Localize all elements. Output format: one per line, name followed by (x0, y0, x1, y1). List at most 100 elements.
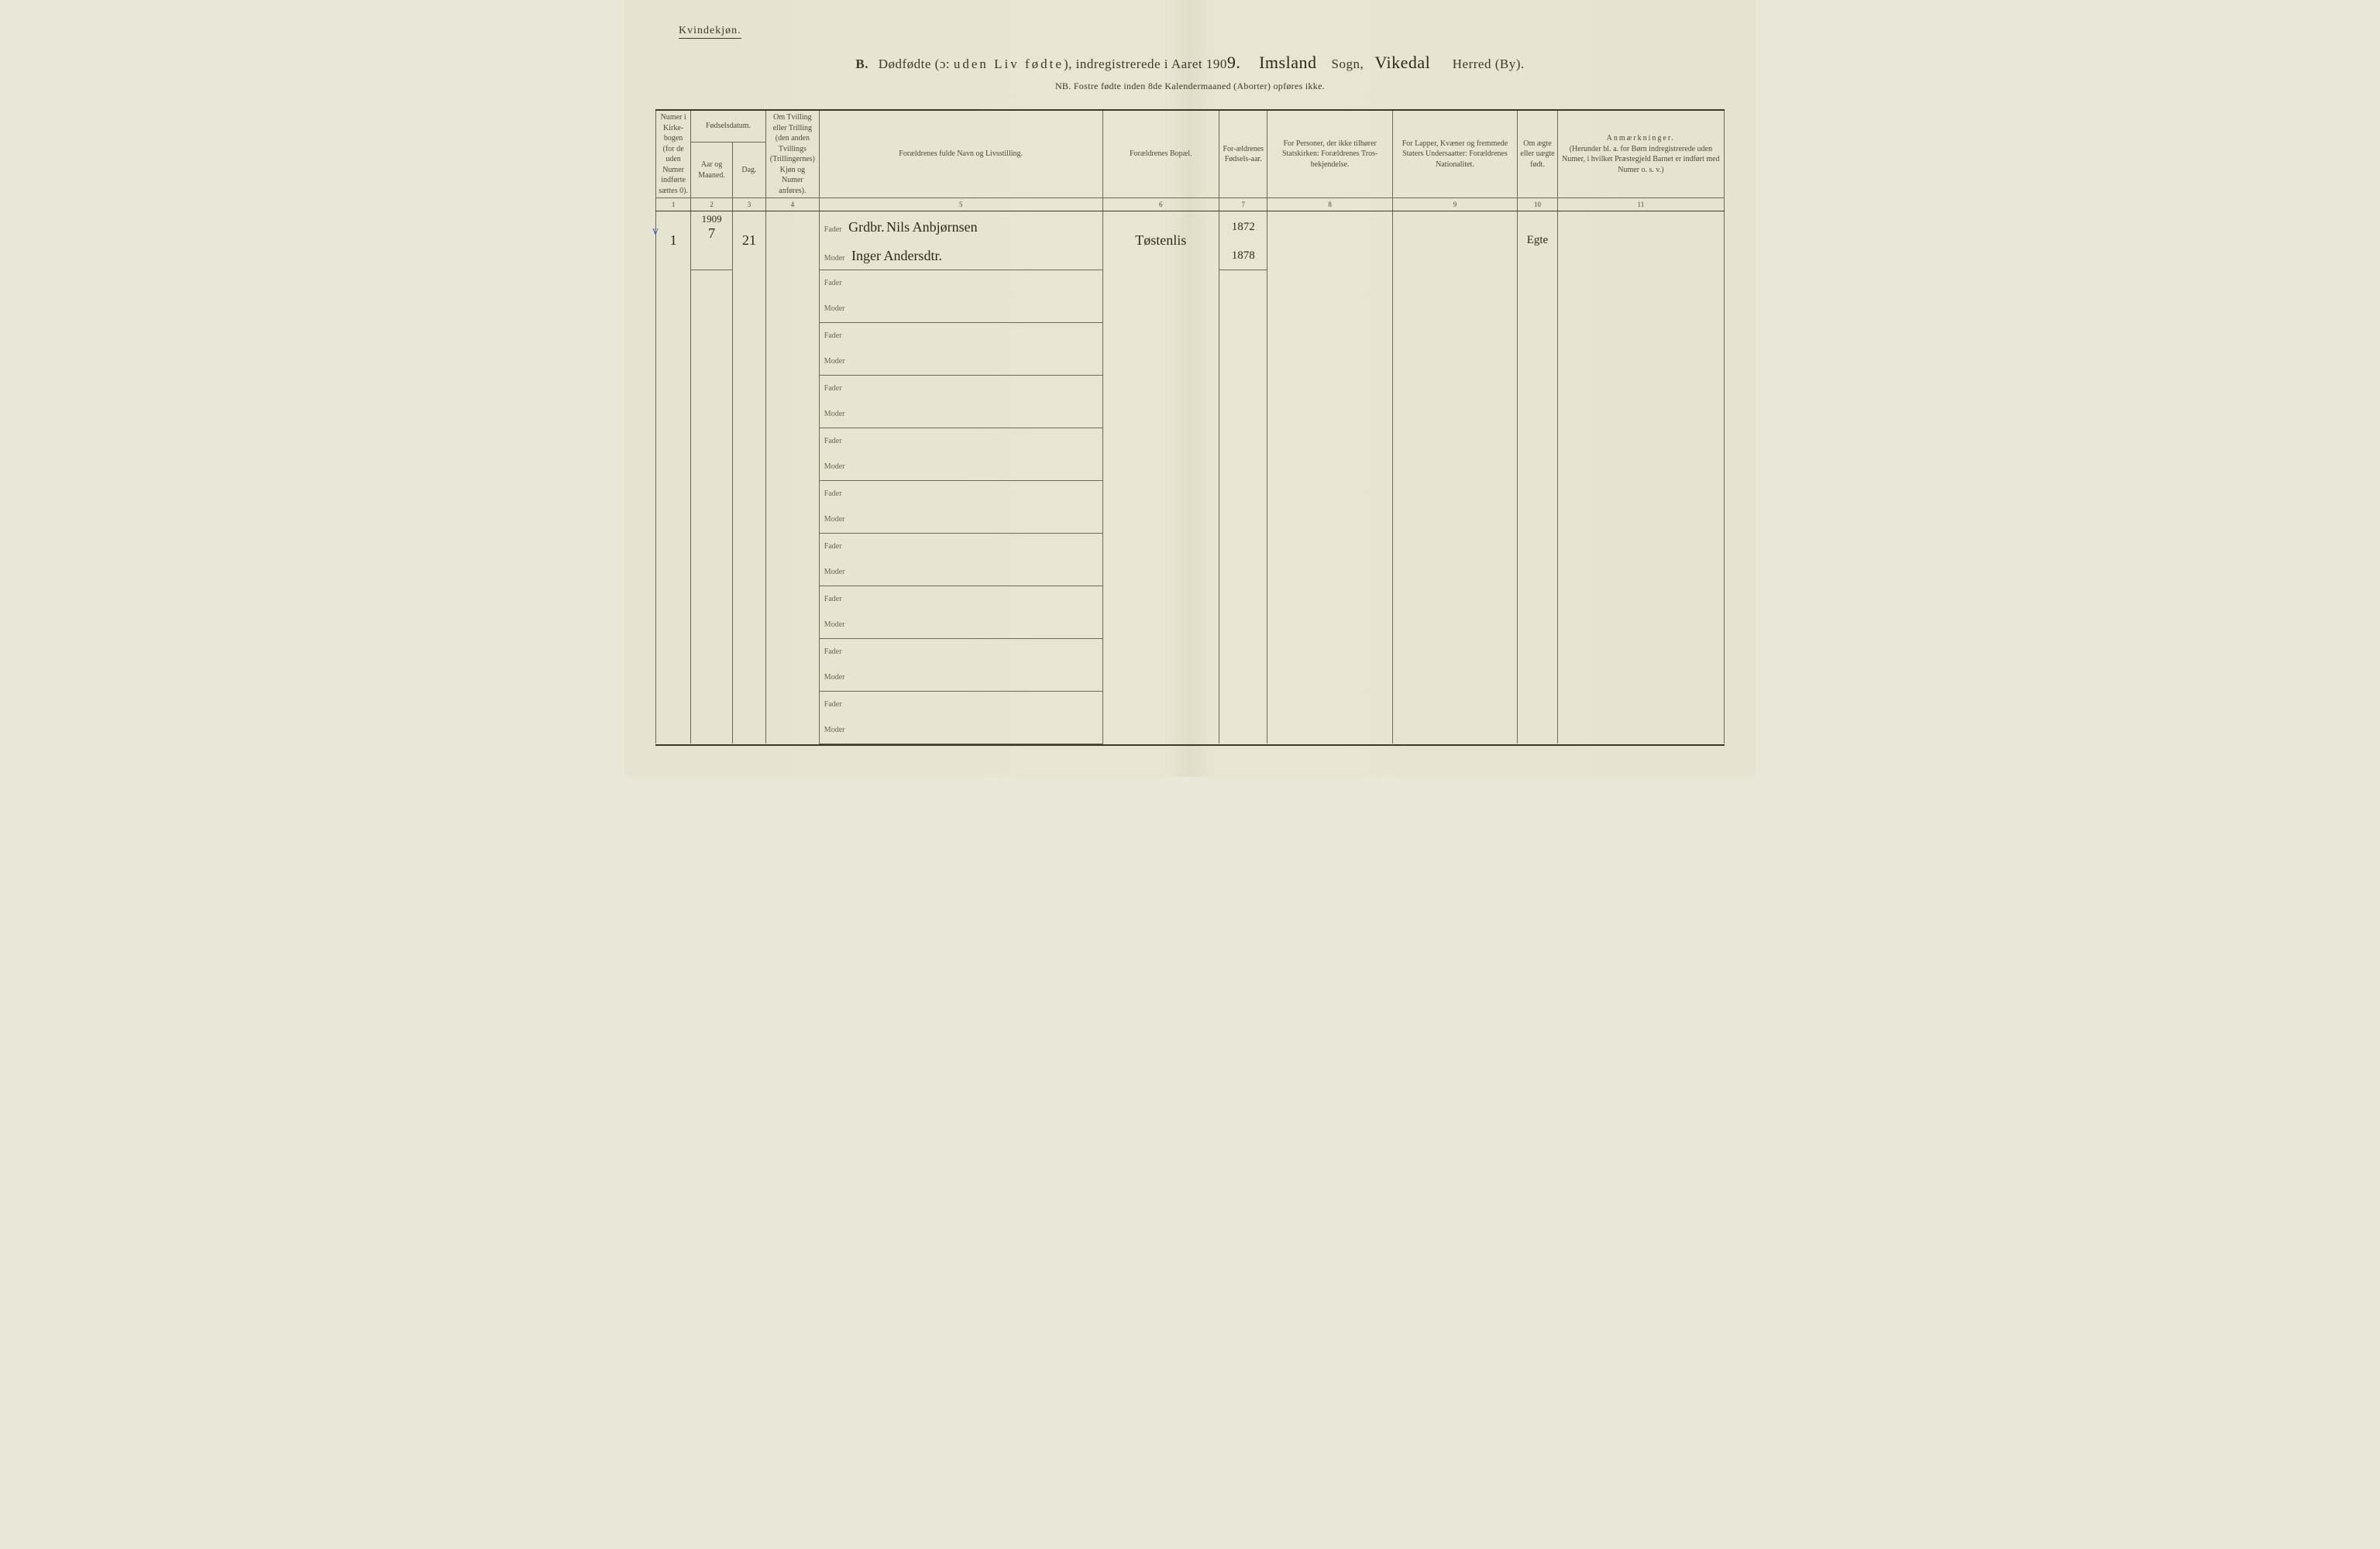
th-parents-name: Forældrenes fulde Navn og Livsstilling. (819, 111, 1102, 198)
cell-notes (1557, 533, 1724, 586)
th-bopael: Forældrenes Bopæl. (1102, 111, 1219, 198)
cell-legit (1518, 586, 1558, 638)
cell-religion (1267, 322, 1392, 375)
colnum-10: 10 (1518, 198, 1558, 211)
cell-fader: Fader (819, 375, 1102, 401)
cell-yearmonth (691, 480, 733, 533)
cell-tvilling (765, 586, 819, 638)
cell-legit (1518, 533, 1558, 586)
cell-fader: Fader (819, 533, 1102, 559)
ledger-body: 1 1909 7 21 Fader Grdbr. Nils Anbjørnsen… (656, 211, 1725, 744)
cell-bopael: Tøstenlis (1102, 211, 1219, 270)
cell-moder: Moder (819, 401, 1102, 428)
cell-day: 21 (732, 211, 765, 270)
cell-religion (1267, 638, 1392, 691)
cell-fader: Fader Grdbr. Nils Anbjørnsen (819, 211, 1102, 244)
colnum-8: 8 (1267, 198, 1392, 211)
cell-nat (1392, 533, 1517, 586)
cell-notes (1557, 211, 1724, 270)
cell-legit (1518, 480, 1558, 533)
cell-fader-year: 1872 (1219, 211, 1267, 244)
cell-birthyears (1219, 638, 1267, 691)
table-row: Fader (656, 270, 1725, 296)
th-tvilling: Om Tvilling eller Trilling (den anden Tv… (765, 111, 819, 198)
cell-fader: Fader (819, 691, 1102, 717)
section-letter: B. (855, 57, 868, 71)
cell-day (732, 533, 765, 586)
sogn-hand: Imsland (1259, 53, 1316, 73)
cell-num (656, 533, 691, 586)
cell-fader: Fader (819, 586, 1102, 612)
cell-birthyears (1219, 691, 1267, 744)
table-row: 1 1909 7 21 Fader Grdbr. Nils Anbjørnsen… (656, 211, 1725, 244)
cell-birthyears (1219, 428, 1267, 480)
cell-notes (1557, 270, 1724, 322)
colnum-11: 11 (1557, 198, 1724, 211)
cell-moder: Moder (819, 665, 1102, 691)
table-row: Fader (656, 480, 1725, 507)
table-row: Fader (656, 322, 1725, 349)
cell-num (656, 638, 691, 691)
cell-moder: Moder (819, 717, 1102, 744)
cell-num (656, 375, 691, 428)
cell-num (656, 270, 691, 322)
cell-day (732, 480, 765, 533)
cell-tvilling (765, 211, 819, 270)
cell-religion (1267, 375, 1392, 428)
cell-nat (1392, 375, 1517, 428)
cell-legit (1518, 638, 1558, 691)
cell-birthyears (1219, 533, 1267, 586)
cell-yearmonth (691, 691, 733, 744)
cell-day (732, 270, 765, 322)
nb-line: NB. Fostre fødte inden 8de Kalendermaane… (655, 81, 1725, 92)
gender-label: Kvindekjøn. (679, 25, 741, 39)
cell-fader: Fader (819, 480, 1102, 507)
th-notes-sub: (Herunder bl. a. for Børn indregistrered… (1562, 145, 1719, 174)
cell-day (732, 691, 765, 744)
page-title: B. Dødfødte (ɔ: uden Liv fødte), indregi… (655, 53, 1725, 73)
cell-bopael (1102, 638, 1219, 691)
cell-bopael (1102, 480, 1219, 533)
cell-bopael (1102, 270, 1219, 322)
cell-yearmonth-2 (691, 243, 733, 270)
table-row: Fader (656, 375, 1725, 401)
sogn-label: Sogn, (1331, 57, 1364, 71)
cell-fader: Fader (819, 270, 1102, 296)
cell-num (656, 322, 691, 375)
cell-num (656, 691, 691, 744)
th-notes: Anmærkninger. (Herunder bl. a. for Børn … (1557, 111, 1724, 198)
cell-moder: Moder (819, 296, 1102, 322)
colnum-7: 7 (1219, 198, 1267, 211)
cell-nat (1392, 270, 1517, 322)
table-row: Fader (656, 533, 1725, 559)
cell-tvilling (765, 533, 819, 586)
cell-bopael (1102, 375, 1219, 428)
th-legit: Om ægte eller uægte født. (1518, 111, 1558, 198)
cell-notes (1557, 480, 1724, 533)
cell-day (732, 428, 765, 480)
th-notes-title: Anmærkninger. (1607, 134, 1676, 143)
cell-notes (1557, 638, 1724, 691)
cell-tvilling (765, 322, 819, 375)
margin-note: v (652, 225, 659, 239)
th-nationality: For Lapper, Kvæner og fremmede Staters U… (1392, 111, 1517, 198)
cell-yearmonth (691, 533, 733, 586)
cell-fader: Fader (819, 322, 1102, 349)
cell-legit (1518, 270, 1558, 322)
cell-day (732, 586, 765, 638)
cell-bopael (1102, 586, 1219, 638)
cell-religion (1267, 533, 1392, 586)
colnum-3: 3 (732, 198, 765, 211)
table-row: Fader (656, 428, 1725, 454)
ledger-table-wrap: Numer i Kirke-bogen (for de uden Numer i… (655, 109, 1725, 746)
cell-yearmonth (691, 638, 733, 691)
ledger-table: Numer i Kirke-bogen (for de uden Numer i… (655, 111, 1725, 744)
title-part2: ), indregistrerede i Aaret 190 (1064, 57, 1227, 71)
cell-yearmonth (691, 375, 733, 428)
title-spaced: uden Liv fødte (954, 57, 1064, 71)
cell-birthyears (1219, 270, 1267, 322)
herred-label: Herred (By). (1453, 57, 1525, 71)
table-row: Fader (656, 586, 1725, 612)
colnum-2: 2 (691, 198, 733, 211)
cell-yearmonth: 1909 7 (691, 211, 733, 244)
